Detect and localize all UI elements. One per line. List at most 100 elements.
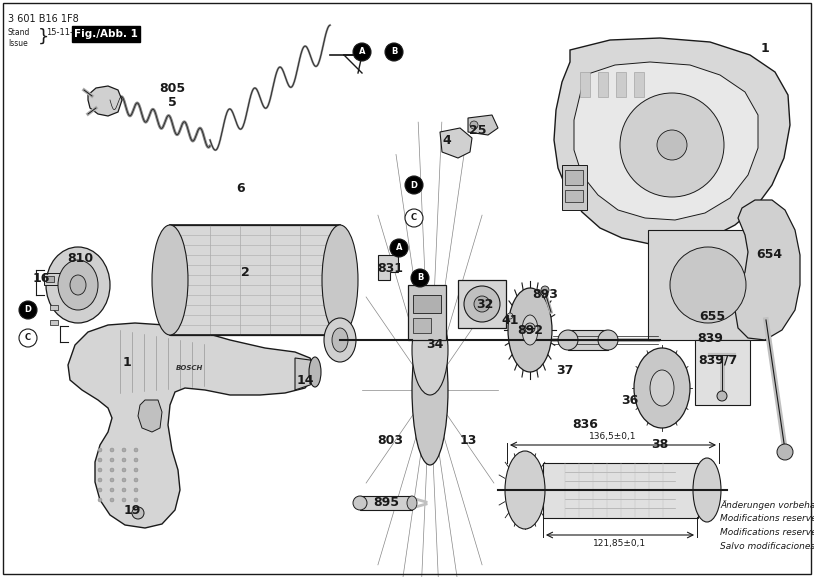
Bar xyxy=(568,330,608,350)
Bar xyxy=(543,463,698,518)
Ellipse shape xyxy=(110,478,114,482)
Bar xyxy=(360,496,412,510)
Ellipse shape xyxy=(620,93,724,197)
Text: 1: 1 xyxy=(123,355,131,369)
Ellipse shape xyxy=(98,488,102,492)
Ellipse shape xyxy=(98,458,102,462)
Polygon shape xyxy=(68,323,315,528)
Text: 14: 14 xyxy=(296,373,313,387)
Text: 654: 654 xyxy=(756,249,782,261)
Bar xyxy=(562,165,587,210)
Ellipse shape xyxy=(134,478,138,482)
Circle shape xyxy=(411,269,429,287)
Text: BOSCH: BOSCH xyxy=(177,365,204,371)
Text: 38: 38 xyxy=(651,439,668,451)
Text: 41: 41 xyxy=(501,313,519,327)
Bar xyxy=(458,280,506,328)
Ellipse shape xyxy=(717,391,727,401)
Ellipse shape xyxy=(670,247,746,323)
Bar xyxy=(413,318,431,333)
Text: 5: 5 xyxy=(168,96,177,108)
Text: 810: 810 xyxy=(67,252,93,264)
Text: 15-11-18: 15-11-18 xyxy=(46,28,84,37)
Text: Modifications reservees: Modifications reservees xyxy=(720,528,814,537)
Ellipse shape xyxy=(110,458,114,462)
Ellipse shape xyxy=(505,451,545,529)
Ellipse shape xyxy=(110,468,114,472)
Text: }: } xyxy=(38,28,50,46)
Text: 4: 4 xyxy=(443,133,452,147)
Bar xyxy=(413,295,441,313)
Polygon shape xyxy=(574,62,758,220)
Ellipse shape xyxy=(110,448,114,452)
Bar xyxy=(565,190,583,202)
Bar xyxy=(648,230,768,340)
Ellipse shape xyxy=(464,286,500,322)
Text: Fig./Abb. 1: Fig./Abb. 1 xyxy=(74,29,138,39)
Ellipse shape xyxy=(412,315,448,465)
Text: 655: 655 xyxy=(699,309,725,323)
Text: B: B xyxy=(391,47,397,57)
Ellipse shape xyxy=(309,357,321,387)
Circle shape xyxy=(19,301,37,319)
Ellipse shape xyxy=(324,318,356,362)
Ellipse shape xyxy=(134,448,138,452)
Text: 34: 34 xyxy=(427,339,444,351)
Text: 3 601 B16 1F8: 3 601 B16 1F8 xyxy=(8,14,79,24)
Ellipse shape xyxy=(134,488,138,492)
Ellipse shape xyxy=(58,260,98,310)
Text: 831: 831 xyxy=(377,261,403,275)
Text: 893: 893 xyxy=(532,288,558,302)
Circle shape xyxy=(385,43,403,61)
Ellipse shape xyxy=(332,328,348,352)
Text: Änderungen vorbehalten: Änderungen vorbehalten xyxy=(720,500,814,510)
Ellipse shape xyxy=(110,488,114,492)
Text: 2: 2 xyxy=(241,267,249,279)
Ellipse shape xyxy=(132,507,144,519)
Text: 136,5±0,1: 136,5±0,1 xyxy=(589,432,637,441)
Text: C: C xyxy=(411,213,417,223)
Text: 19: 19 xyxy=(123,504,141,516)
Bar xyxy=(50,320,58,325)
Polygon shape xyxy=(554,38,790,245)
Ellipse shape xyxy=(657,130,687,160)
Ellipse shape xyxy=(70,275,86,295)
Polygon shape xyxy=(378,255,398,280)
Text: D: D xyxy=(24,305,32,314)
Polygon shape xyxy=(295,358,320,390)
Text: 36: 36 xyxy=(621,394,639,407)
Polygon shape xyxy=(735,200,800,340)
Text: 13: 13 xyxy=(459,434,477,448)
Circle shape xyxy=(390,239,408,257)
Text: 839: 839 xyxy=(710,347,733,357)
Text: 25: 25 xyxy=(469,123,487,137)
Ellipse shape xyxy=(134,498,138,502)
Text: 803: 803 xyxy=(377,433,403,447)
Ellipse shape xyxy=(122,468,126,472)
Bar xyxy=(408,285,446,340)
Ellipse shape xyxy=(470,121,478,129)
Ellipse shape xyxy=(122,458,126,462)
Ellipse shape xyxy=(122,488,126,492)
Polygon shape xyxy=(440,128,472,158)
Polygon shape xyxy=(138,400,162,432)
Polygon shape xyxy=(468,115,498,135)
Ellipse shape xyxy=(558,330,578,350)
Text: 121,85±0,1: 121,85±0,1 xyxy=(593,539,646,548)
Text: A: A xyxy=(359,47,365,57)
Ellipse shape xyxy=(693,458,721,522)
Circle shape xyxy=(19,329,37,347)
Ellipse shape xyxy=(508,288,552,372)
Text: 839: 839 xyxy=(697,332,723,344)
Ellipse shape xyxy=(353,496,367,510)
Ellipse shape xyxy=(98,468,102,472)
Ellipse shape xyxy=(152,225,188,335)
Text: A: A xyxy=(396,243,402,253)
Polygon shape xyxy=(88,86,122,116)
Bar xyxy=(170,225,340,335)
Text: Modifications reserved: Modifications reserved xyxy=(720,514,814,523)
Ellipse shape xyxy=(122,498,126,502)
Ellipse shape xyxy=(98,498,102,502)
Text: 895: 895 xyxy=(373,496,399,508)
Text: 805: 805 xyxy=(159,81,185,95)
